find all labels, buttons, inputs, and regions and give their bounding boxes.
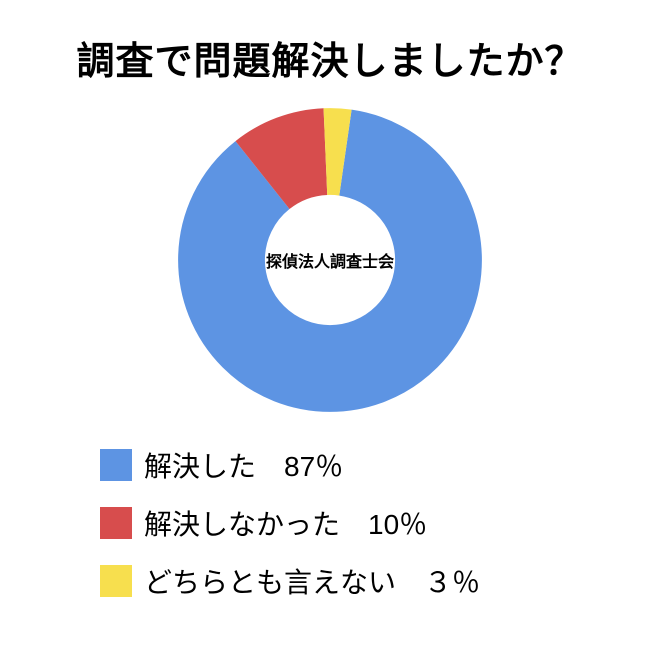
donut-center-label: 探偵法人調査士会	[266, 248, 394, 272]
legend-item: どちらとも言えない ３％	[100, 561, 620, 601]
chart-title: 調査で問題解決しましたか？	[40, 30, 620, 85]
legend-swatch	[100, 449, 132, 481]
legend-label: 解決しなかった 10％	[144, 503, 427, 543]
legend-item: 解決しなかった 10％	[100, 503, 620, 543]
legend: 解決した 87％ 解決しなかった 10％ どちらとも言えない ３％	[40, 445, 620, 601]
legend-item: 解決した 87％	[100, 445, 620, 485]
chart-container: 探偵法人調査士会	[40, 105, 620, 415]
legend-label: どちらとも言えない ３％	[144, 561, 480, 601]
legend-swatch	[100, 507, 132, 539]
donut-chart: 探偵法人調査士会	[175, 105, 485, 415]
legend-label: 解決した 87％	[144, 445, 343, 485]
legend-swatch	[100, 565, 132, 597]
